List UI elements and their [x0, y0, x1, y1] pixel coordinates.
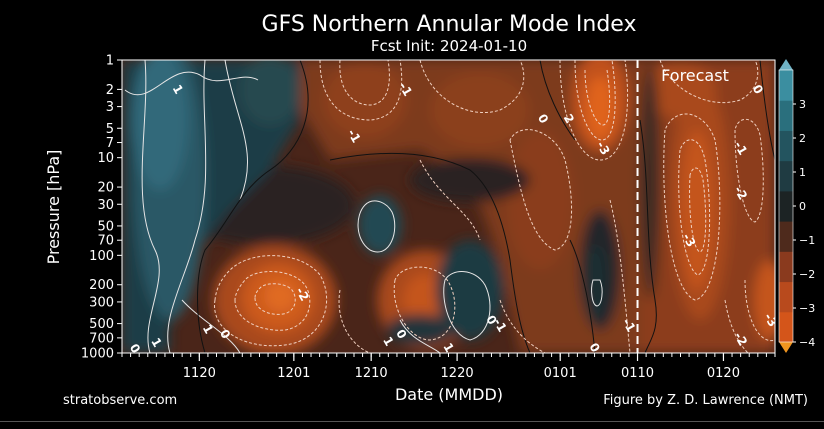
y-tick-label: 3: [106, 100, 114, 115]
footer-divider: [0, 421, 824, 422]
y-tick-label: 1: [106, 54, 114, 69]
colorbar-band: [779, 221, 793, 252]
contour-label: 0: [127, 341, 143, 355]
y-axis-label: Pressure [hPa]: [44, 150, 63, 265]
y-tick-label: 30: [97, 198, 114, 213]
colorbar-tick-label: 2: [799, 132, 806, 145]
colorbar-band: [779, 251, 793, 283]
y-tick-label: 5: [106, 122, 114, 137]
y-tick-label: 500: [89, 317, 114, 332]
y-tick-label: 70: [97, 234, 114, 249]
contour-label: -3: [594, 139, 613, 158]
x-tick-label: 0120: [707, 366, 740, 381]
colorbar: 3 2 1 0 −1 −2 −3 −4: [778, 59, 815, 353]
contour-label: -1: [396, 80, 415, 99]
colorbar-band: [779, 160, 793, 192]
x-tick-label: 1201: [277, 366, 310, 381]
contour-label: -1: [491, 316, 510, 335]
y-tick-label: 2: [106, 83, 114, 98]
chart-subtitle: Fcst Init: 2024-01-10: [371, 37, 527, 55]
colorbar-tick-label: 1: [799, 166, 806, 179]
colorbar-max-extend: [779, 59, 793, 70]
x-tick-label: 1220: [441, 366, 474, 381]
colorbar-band: [779, 311, 793, 343]
contour-label: -1: [731, 139, 750, 158]
plot-area: 1 -1-10 2-3 -10-2-3-21 0 00-1 -1 -3-21 1 00 1: [122, 60, 775, 355]
x-tick-label: 1210: [355, 366, 388, 381]
x-tick-label: 0101: [544, 366, 577, 381]
colorbar-tick-label: −1: [799, 234, 815, 247]
colorbar-tick-label: −3: [799, 302, 815, 315]
contour-label: -1: [345, 127, 364, 146]
colorbar-band: [779, 70, 793, 101]
colorbar-tick-label: −2: [799, 268, 815, 281]
forecast-label: Forecast: [661, 66, 729, 85]
x-axis-label: Date (MMDD): [395, 385, 503, 404]
colorbar-band: [779, 100, 793, 131]
contour-label: -2: [293, 285, 312, 304]
credit-left: stratobserve.com: [63, 393, 177, 408]
colorbar-min-extend: [779, 342, 793, 353]
y-tick-label: 300: [89, 295, 114, 310]
contour-label: -2: [731, 330, 750, 349]
contour-label: -2: [731, 184, 750, 203]
x-tick-label: 1120: [183, 366, 216, 381]
y-tick-label: 20: [97, 181, 114, 196]
y-tick-label: 700: [89, 331, 114, 346]
colorbar-tick-label: −4: [799, 336, 815, 349]
contour-label: -3: [680, 231, 699, 250]
contour-label: -1: [620, 316, 639, 335]
y-tick-label: 7: [106, 136, 114, 151]
y-tick-label: 50: [97, 219, 114, 234]
y-tick-label: 200: [89, 278, 114, 293]
y-tick-label: 100: [89, 249, 114, 264]
y-tick-label: 10: [97, 151, 114, 166]
colorbar-tick-label: 0: [799, 200, 806, 213]
y-tick-label: 1000: [81, 347, 114, 362]
colorbar-band: [779, 190, 793, 222]
colorbar-band: [779, 281, 793, 313]
colorbar-tick-label: 3: [799, 98, 806, 111]
x-axis: 1120 1201 1210 1220 0101 0110 0120: [121, 353, 776, 381]
credit-right: Figure by Z. D. Lawrence (NMT): [603, 393, 808, 408]
colorbar-band: [779, 130, 793, 162]
x-tick-label: 0110: [621, 366, 654, 381]
chart-title: GFS Northern Annular Mode Index: [262, 12, 637, 37]
